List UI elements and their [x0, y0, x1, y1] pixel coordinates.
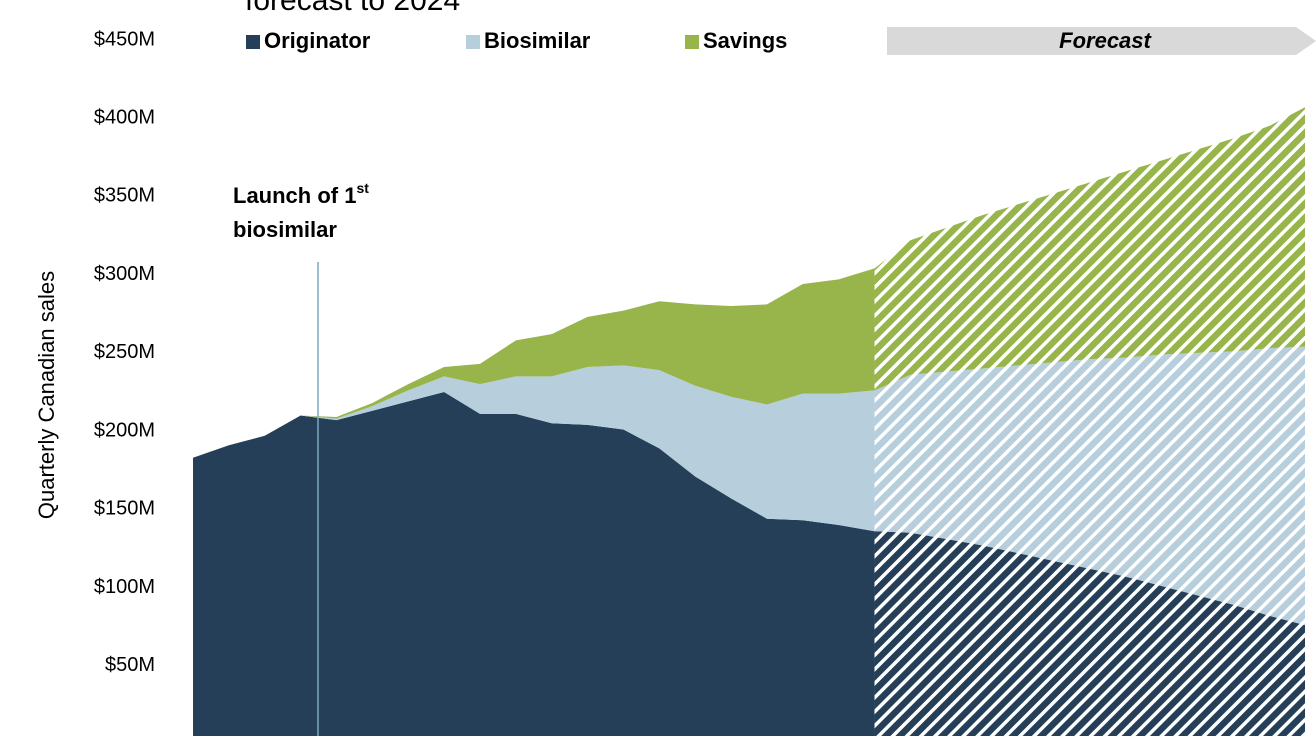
legend-label: Savings: [703, 28, 787, 53]
y-axis-label: Quarterly Canadian sales: [34, 271, 59, 519]
area: [874, 531, 1305, 736]
y-tick-label: $150M: [94, 498, 155, 520]
y-tick-label: $450M: [94, 28, 155, 50]
y-tick-label: $400M: [94, 107, 155, 129]
annotation: Launch of 1st: [233, 180, 369, 208]
area: [193, 392, 875, 736]
y-tick-label: $300M: [94, 263, 155, 285]
area: [874, 346, 1305, 626]
legend-swatch: [246, 35, 260, 49]
y-tick-label: $100M: [94, 576, 155, 598]
annotation-text: Launch of 1: [233, 183, 356, 208]
area: [874, 107, 1305, 391]
y-tick-label: $50M: [105, 654, 155, 676]
forecast-label: Forecast: [1059, 28, 1152, 53]
annotation-superscript: st: [356, 180, 369, 196]
legend-label: Biosimilar: [484, 28, 591, 53]
chart-title: forecast to 2024: [245, 0, 460, 17]
y-tick-label: $350M: [94, 185, 155, 207]
legend-swatch: [466, 35, 480, 49]
legend-label: Originator: [264, 28, 371, 53]
annotation: biosimilar: [233, 217, 337, 242]
area: [193, 268, 875, 458]
y-tick-label: $250M: [94, 341, 155, 363]
legend-swatch: [685, 35, 699, 49]
y-tick-label: $200M: [94, 419, 155, 441]
area: [193, 365, 875, 532]
forecast-arrow: [887, 27, 1316, 55]
